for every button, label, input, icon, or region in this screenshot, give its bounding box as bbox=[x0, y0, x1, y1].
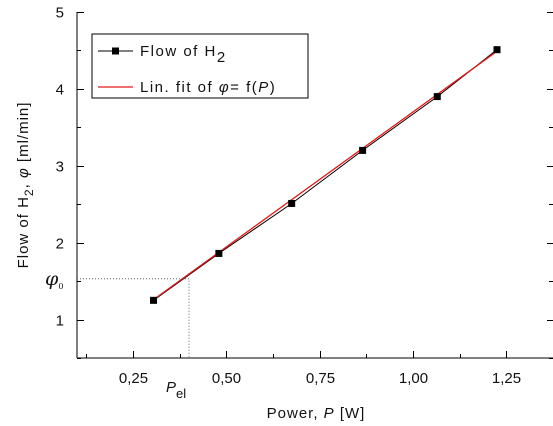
x-axis-label-var: P bbox=[324, 405, 335, 422]
legend-fit-p: P bbox=[258, 79, 270, 96]
y-axis-label-var: φ bbox=[15, 167, 32, 178]
legend-flow-label: Flow of H2 bbox=[140, 43, 227, 66]
x-tick-label: 1,25 bbox=[492, 370, 521, 387]
flow-h2-point bbox=[215, 249, 223, 257]
axis-labels: Power, P [W]Flow of H2, φ [ml/min] bbox=[15, 102, 366, 422]
x-tick-label: 0,75 bbox=[306, 370, 335, 387]
series bbox=[150, 46, 501, 304]
phi0-subscript: 0 bbox=[58, 282, 63, 291]
pel-subscript: el bbox=[176, 386, 186, 401]
y-axis-label-subscript: 2 bbox=[22, 188, 36, 196]
x-axis-label-text: Power, bbox=[267, 405, 324, 422]
legend-fit-phi: φ bbox=[219, 79, 230, 96]
flow-h2-point bbox=[150, 296, 158, 304]
x-axis-label: Power, P [W] bbox=[267, 405, 366, 422]
flow-h2-point bbox=[493, 46, 501, 54]
linear-fit-line bbox=[153, 50, 498, 301]
x-axis-label-unit: [W] bbox=[335, 405, 366, 422]
flow-h2-line bbox=[153, 49, 498, 301]
legend-flow-marker bbox=[112, 47, 119, 55]
y-axis-label: Flow of H2, φ [ml/min] bbox=[15, 102, 36, 269]
phi0-symbol: φ bbox=[45, 268, 59, 290]
x-tick-label: 1,00 bbox=[399, 370, 428, 387]
annotation-guides: φ0 Pel bbox=[45, 268, 190, 401]
y-tick-label: 3 bbox=[56, 159, 64, 176]
flow-h2-point bbox=[288, 199, 296, 207]
y-tick-label: 5 bbox=[56, 5, 64, 22]
flow-h2-point bbox=[359, 146, 367, 154]
legend: Flow of H2 Lin. fit of φ= f(P) bbox=[91, 33, 309, 99]
y-axis-label-text: Flow of H bbox=[15, 196, 32, 268]
y-tick-label: 1 bbox=[56, 313, 64, 330]
y-tick-label: 2 bbox=[56, 236, 64, 253]
legend-flow-text: Flow of H bbox=[140, 43, 217, 60]
pel-symbol: P bbox=[166, 379, 176, 396]
legend-fit-close: ) bbox=[270, 79, 277, 96]
legend-flow-subscript: 2 bbox=[217, 49, 227, 66]
x-tick-label: 0,25 bbox=[119, 370, 148, 387]
phi0-pel-guide bbox=[77, 278, 190, 358]
pel-label: Pel bbox=[166, 379, 186, 401]
flow-h2-point bbox=[433, 93, 441, 101]
y-tick-label: 4 bbox=[56, 82, 64, 99]
legend-fit-label: Lin. fit of φ= f(P) bbox=[140, 79, 276, 96]
y-axis-label-sep: , bbox=[15, 178, 32, 188]
axes bbox=[76, 12, 553, 359]
y-axis-label-unit: [ml/min] bbox=[15, 102, 32, 168]
legend-fit-mid: = f( bbox=[230, 79, 258, 96]
phi0-label: φ0 bbox=[45, 268, 63, 291]
legend-fit-text: Lin. fit of bbox=[140, 79, 219, 96]
ticks: 0,25 0,50 0,75 1,00 1,25 1 2 3 4 5 bbox=[56, 5, 553, 387]
x-tick-label: 0,50 bbox=[212, 370, 241, 387]
